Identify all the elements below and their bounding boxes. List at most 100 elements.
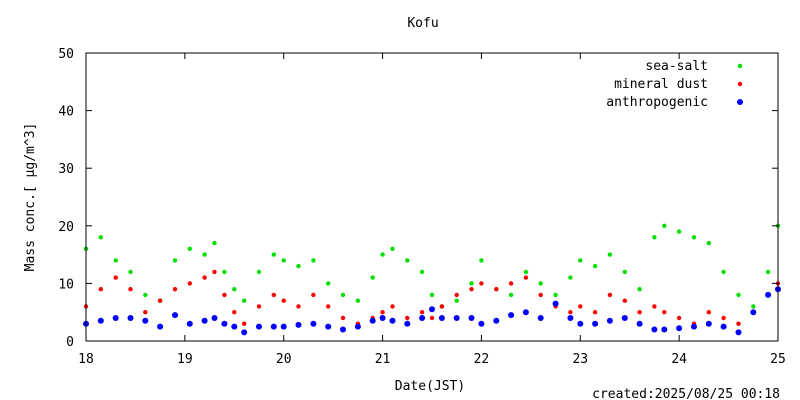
data-point <box>662 223 667 228</box>
data-point <box>469 287 474 292</box>
data-point <box>202 275 207 280</box>
data-point <box>271 252 276 257</box>
data-point <box>201 317 208 324</box>
data-point <box>622 269 627 275</box>
legend-marker <box>737 81 743 87</box>
data-point <box>676 229 682 234</box>
legend-marker <box>737 99 743 105</box>
data-point <box>553 292 558 298</box>
data-point <box>380 310 385 315</box>
data-point <box>479 258 484 263</box>
data-point <box>242 298 247 303</box>
data-point <box>606 317 613 324</box>
data-point <box>211 315 218 321</box>
data-point <box>142 317 149 324</box>
data-point <box>552 300 559 307</box>
data-point <box>212 269 217 275</box>
legend-marker <box>737 63 743 69</box>
data-point <box>419 269 425 275</box>
data-point <box>256 323 262 330</box>
data-point <box>577 320 584 327</box>
data-point <box>379 315 386 321</box>
data-point <box>380 252 385 257</box>
data-point <box>676 315 682 321</box>
data-point <box>592 310 598 315</box>
x-tick-label: 19 <box>177 352 193 367</box>
series-mineral-dust <box>83 269 781 326</box>
data-point <box>157 298 163 303</box>
x-tick-label: 18 <box>78 352 94 367</box>
data-point <box>113 275 118 280</box>
y-tick-label: 10 <box>58 277 74 292</box>
data-point <box>523 269 529 275</box>
data-point <box>281 298 286 303</box>
data-point <box>676 325 683 332</box>
data-point <box>232 287 237 292</box>
data-point <box>621 315 628 321</box>
data-point <box>592 320 599 327</box>
data-point <box>390 246 395 251</box>
data-point <box>98 235 104 240</box>
data-point <box>469 281 474 286</box>
y-tick-label: 0 <box>66 335 74 350</box>
data-point <box>494 287 499 292</box>
data-point <box>271 292 276 298</box>
data-point <box>538 281 543 286</box>
data-point <box>311 292 316 298</box>
data-point <box>419 315 426 321</box>
data-point <box>508 281 514 286</box>
data-point <box>222 269 227 275</box>
created-timestamp: created:2025/08/25 00:18 <box>592 387 780 400</box>
data-points <box>83 223 781 336</box>
data-point <box>736 292 741 298</box>
data-point <box>222 292 227 298</box>
data-point <box>652 304 657 309</box>
data-point <box>661 326 668 333</box>
data-point <box>706 310 711 315</box>
data-point <box>721 269 726 275</box>
data-point <box>522 309 529 316</box>
data-point <box>750 309 757 316</box>
y-axis: 0 10 20 30 40 50 <box>58 47 778 350</box>
data-point <box>736 321 741 326</box>
data-point <box>172 312 178 319</box>
data-point <box>127 315 134 321</box>
data-point <box>296 304 301 309</box>
data-point <box>438 315 445 321</box>
data-point <box>404 320 411 327</box>
data-point <box>369 317 376 324</box>
x-tick-label: 21 <box>375 352 391 367</box>
data-point <box>439 304 445 309</box>
data-point <box>765 269 771 275</box>
data-point <box>370 275 375 280</box>
data-point <box>721 315 726 321</box>
y-axis-label: Mass conc.[ μg/m^3] <box>23 123 38 272</box>
data-point <box>270 323 277 330</box>
data-point <box>354 323 361 330</box>
data-point <box>232 310 237 315</box>
data-point <box>221 320 228 327</box>
data-point <box>622 298 627 303</box>
data-point <box>537 315 544 321</box>
x-tick-label: 24 <box>671 352 687 367</box>
data-point <box>157 323 164 330</box>
data-point <box>231 323 238 330</box>
x-tick-label: 25 <box>770 352 786 367</box>
data-point <box>765 291 772 298</box>
data-point <box>311 258 316 263</box>
data-point <box>568 310 573 315</box>
data-point <box>187 246 192 251</box>
series-sea-salt <box>83 223 781 309</box>
data-point <box>419 310 425 315</box>
data-point <box>636 320 643 327</box>
legend-label: mineral dust <box>614 77 708 92</box>
y-tick-label: 20 <box>58 220 74 235</box>
data-point <box>478 320 485 327</box>
y-tick-label: 30 <box>58 162 74 177</box>
legend-label: sea-salt <box>645 59 708 74</box>
data-point <box>143 310 148 315</box>
data-point <box>98 287 104 292</box>
data-point <box>454 298 459 303</box>
data-point <box>592 263 598 269</box>
